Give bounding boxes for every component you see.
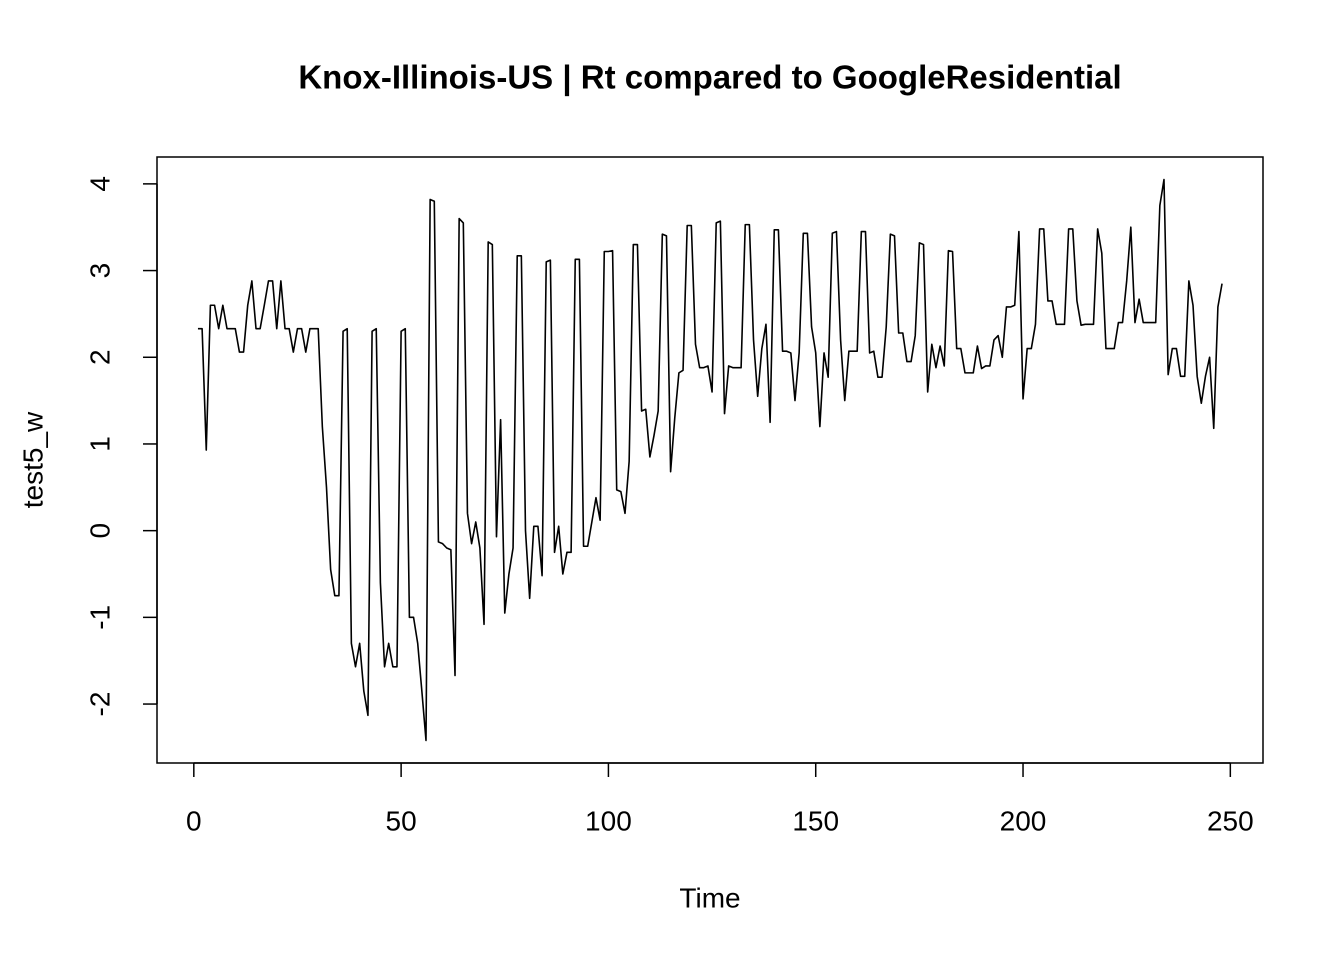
y-tick-label: 4 [84, 176, 115, 192]
y-axis-label: test5_w [17, 411, 48, 508]
y-tick-label: 2 [84, 349, 115, 365]
x-axis-label: Time [679, 882, 740, 913]
x-tick-label: 250 [1207, 805, 1254, 836]
y-tick-label: 3 [84, 263, 115, 279]
y-tick-label: -1 [84, 605, 115, 630]
y-tick-label: 0 [84, 523, 115, 539]
x-tick-label: 200 [1000, 805, 1047, 836]
y-tick-label: 1 [84, 436, 115, 452]
x-tick-label: 0 [186, 805, 202, 836]
series-line [197, 178, 1223, 742]
x-tick-label: 50 [386, 805, 417, 836]
x-tick-label: 100 [585, 805, 632, 836]
chart-title: Knox-Illinois-US | Rt compared to Google… [298, 59, 1121, 96]
y-tick-label: -2 [84, 692, 115, 717]
x-tick-label: 150 [792, 805, 839, 836]
